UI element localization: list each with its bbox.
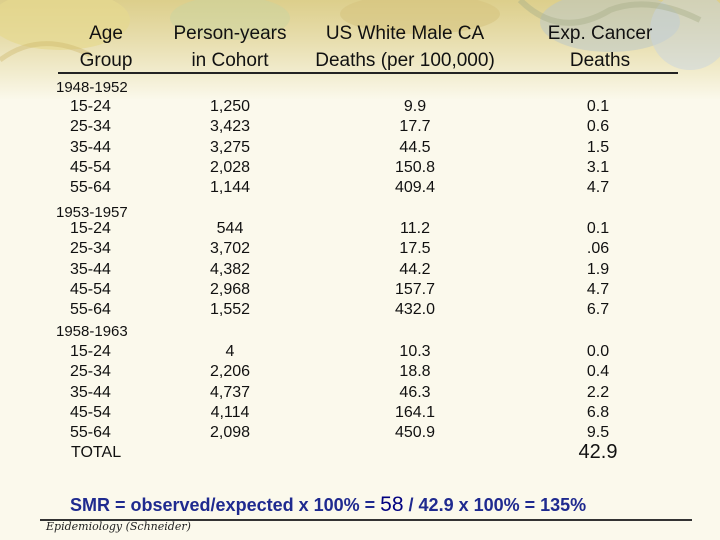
- age-cell: 45-54: [70, 158, 111, 176]
- age-cell: 45-54: [70, 280, 111, 298]
- rate-cell: 44.2: [399, 260, 431, 278]
- rate-cell: 164.1: [394, 403, 436, 421]
- expected-cell: 9.5: [586, 424, 610, 442]
- age-column: 15-24 25-34 35-44 45-54 55-64: [58, 342, 128, 443]
- rate-cell: 11.2: [400, 220, 430, 237]
- expected-cell: 0.0: [586, 343, 610, 360]
- expected-cell: 0.1: [586, 98, 610, 115]
- header-divider: [58, 72, 678, 74]
- person-years-cell: 4: [225, 343, 235, 360]
- rate-cell: 44.5: [399, 138, 431, 156]
- person-years-column: 544 3,702 4,382 2,968 1,552: [190, 219, 270, 320]
- period-label: 1953-1957: [56, 204, 128, 221]
- age-cell: 55-64: [70, 424, 111, 442]
- rate-cell: 9.9: [403, 98, 427, 115]
- total-label: TOTAL: [71, 444, 122, 461]
- age-cell: 45-54: [70, 403, 111, 421]
- person-years-cell: 3,275: [209, 138, 251, 156]
- header-age-group: Age Group: [79, 23, 133, 71]
- person-years-cell: 2,098: [209, 424, 251, 442]
- person-years-column: 1,250 3,423 3,275 2,028 1,144: [190, 97, 270, 198]
- smr-observed: 58: [380, 493, 404, 516]
- rate-cell: 157.7: [394, 280, 436, 298]
- rate-cell: 46.3: [399, 383, 431, 401]
- person-years-cell: 4,382: [209, 260, 251, 278]
- age-column: 15-24 25-34 35-44 45-54 55-64: [58, 219, 128, 320]
- expected-cell: 0.6: [586, 118, 610, 136]
- expected-cell: 2.2: [586, 383, 610, 401]
- person-years-cell: 2,028: [209, 158, 251, 176]
- expected-cell: 4.7: [586, 179, 610, 197]
- table-header: Age Group Person-years in Cohort US White …: [0, 0, 720, 100]
- smr-prefix: SMR = observed/expected x 100% =: [70, 495, 376, 515]
- age-cell: 15-24: [70, 220, 111, 237]
- person-years-cell: 3,423: [209, 118, 251, 136]
- person-years-cell: 4,114: [210, 403, 250, 421]
- person-years-cell: 3,702: [209, 240, 251, 258]
- person-years-cell: 1,250: [209, 98, 251, 115]
- footer-divider: [40, 519, 692, 521]
- smr-suffix: / 42.9 x 100% = 135%: [408, 495, 587, 515]
- expected-cell: 4.7: [586, 280, 610, 298]
- expected-cell: .06: [586, 240, 610, 258]
- age-cell: 35-44: [70, 383, 111, 401]
- expected-cell: 0.1: [586, 220, 610, 237]
- background-decoration: [0, 0, 720, 100]
- person-years-cell: 1,144: [209, 179, 251, 197]
- rate-column: 11.2 17.5 44.2 157.7 432.0: [370, 219, 460, 320]
- age-cell: 25-34: [70, 240, 111, 258]
- person-years-cell: 544: [216, 220, 244, 237]
- age-cell: 35-44: [70, 138, 111, 156]
- rate-cell: 409.4: [394, 179, 436, 197]
- age-cell: 25-34: [70, 363, 111, 381]
- smr-formula: SMR = observed/expected x 100% = 58 / 42…: [70, 493, 586, 517]
- rate-column: 10.3 18.8 46.3 164.1 450.9: [370, 342, 460, 443]
- age-cell: 35-44: [70, 260, 111, 278]
- header-person-years: Person-years in Cohort: [173, 23, 287, 71]
- expected-cell: 1.9: [586, 260, 610, 278]
- age-cell: 55-64: [70, 301, 111, 319]
- person-years-cell: 1,552: [209, 301, 251, 319]
- person-years-cell: 2,206: [209, 363, 251, 381]
- age-cell: 15-24: [70, 98, 111, 115]
- rate-cell: 432.0: [394, 301, 436, 319]
- period-label: 1958-1963: [56, 323, 128, 340]
- age-cell: 55-64: [70, 179, 111, 197]
- age-column: 15-24 25-34 35-44 45-54 55-64: [58, 97, 128, 198]
- expected-cell: 1.5: [586, 138, 610, 156]
- expected-column: 0.1 .06 1.9 4.7 6.7: [568, 219, 628, 320]
- expected-cell: 0.4: [586, 363, 610, 381]
- age-cell: 15-24: [70, 343, 111, 360]
- rate-column: 9.9 17.7 44.5 150.8 409.4: [370, 97, 460, 198]
- rate-cell: 17.7: [399, 118, 431, 136]
- person-years-column: 4 2,206 4,737 4,114 2,098: [190, 342, 270, 443]
- rate-cell: 150.8: [394, 158, 436, 176]
- person-years-cell: 2,968: [209, 280, 251, 298]
- rate-cell: 450.9: [394, 424, 436, 442]
- rate-cell: 10.3: [399, 343, 431, 360]
- expected-cell: 6.7: [586, 301, 610, 319]
- expected-total: 42.9: [578, 441, 618, 463]
- rate-cell: 17.5: [399, 240, 431, 258]
- footer-source: Epidemiology (Schneider): [46, 520, 191, 533]
- expected-cell: 3.1: [586, 158, 610, 176]
- expected-cell: 6.8: [586, 403, 610, 421]
- expected-column: 0.1 0.6 1.5 3.1 4.7: [568, 97, 628, 198]
- header-expected-deaths: Exp. Cancer Deaths: [547, 23, 653, 71]
- person-years-cell: 4,737: [209, 383, 251, 401]
- expected-column: 0.0 0.4 2.2 6.8 9.5: [568, 342, 628, 443]
- header-rate: US White Male CA Deaths (per 100,000): [315, 23, 495, 71]
- age-cell: 25-34: [70, 118, 111, 136]
- period-label: 1948-1952: [56, 79, 128, 96]
- rate-cell: 18.8: [399, 363, 431, 381]
